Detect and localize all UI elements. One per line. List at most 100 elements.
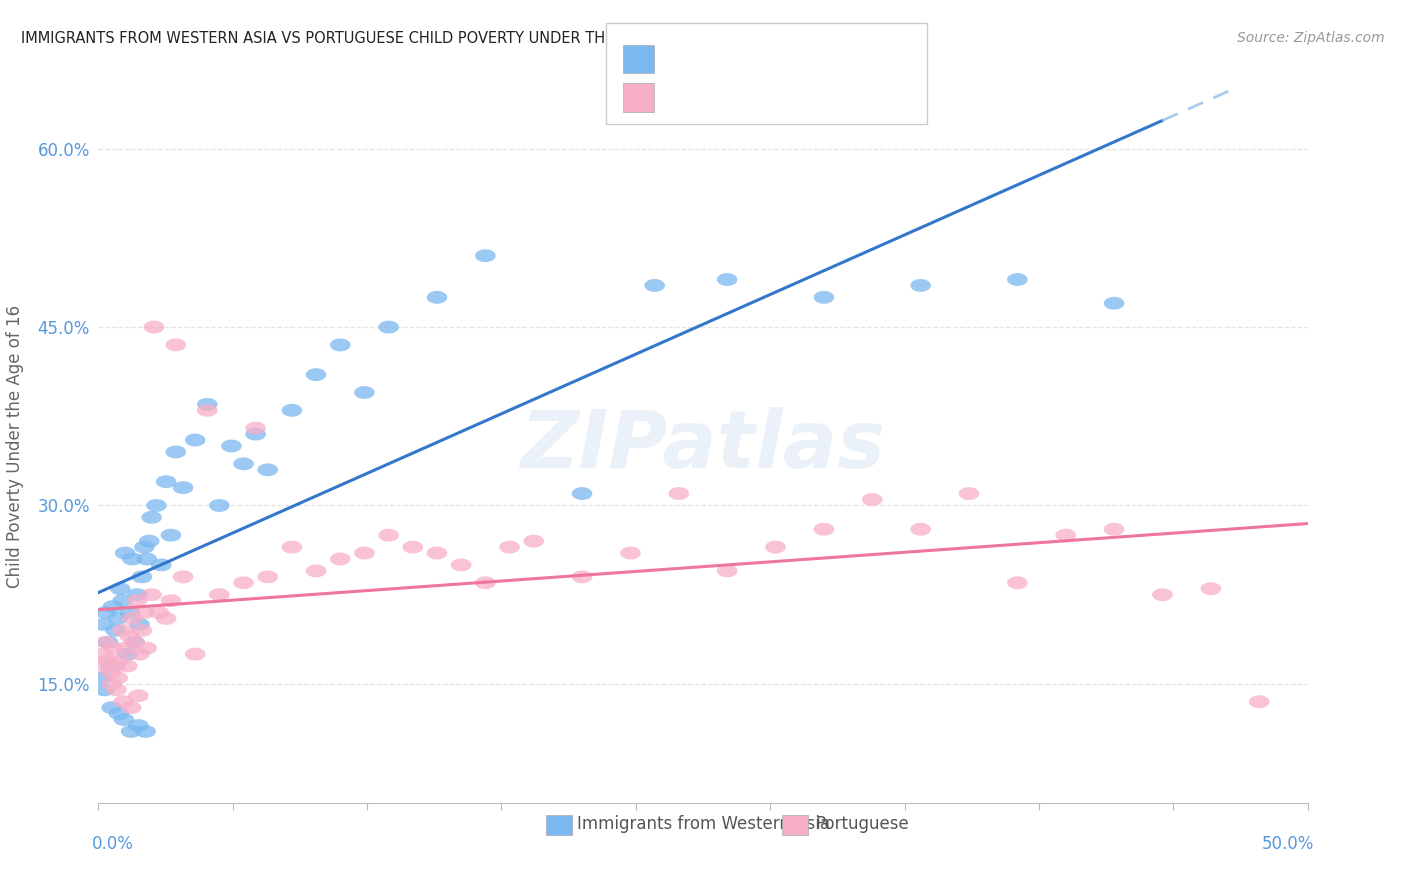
Point <box>97 635 120 649</box>
Point <box>107 611 129 625</box>
Point <box>131 624 153 638</box>
Point <box>127 593 149 607</box>
Point <box>105 682 128 697</box>
Point <box>91 647 114 661</box>
Point <box>165 445 187 459</box>
Point <box>127 588 149 602</box>
Point <box>402 540 425 554</box>
Point <box>1102 522 1125 536</box>
Point <box>134 606 156 620</box>
Point <box>860 492 883 507</box>
Point <box>145 499 167 513</box>
Point <box>138 534 160 549</box>
Point <box>329 338 352 352</box>
Point <box>128 617 150 632</box>
Point <box>155 475 177 489</box>
Point <box>172 481 194 495</box>
Point <box>957 486 980 500</box>
Point <box>135 724 157 739</box>
Point <box>474 575 496 590</box>
Point <box>1152 588 1174 602</box>
Point <box>100 659 122 673</box>
Point <box>426 290 449 304</box>
Point <box>124 635 146 649</box>
Point <box>208 588 231 602</box>
Point <box>108 706 131 721</box>
Point <box>221 439 243 453</box>
Point <box>101 599 124 614</box>
Point <box>112 695 135 709</box>
Point <box>305 368 328 382</box>
Point <box>100 700 122 714</box>
Point <box>377 320 399 334</box>
Point <box>208 499 231 513</box>
Point <box>474 249 496 263</box>
Point <box>117 647 139 661</box>
Point <box>117 659 139 673</box>
Text: Portuguese: Portuguese <box>815 815 910 833</box>
Point <box>135 552 157 566</box>
Point <box>128 647 150 661</box>
Point <box>245 421 267 435</box>
Point <box>141 588 163 602</box>
Point <box>120 724 142 739</box>
Point <box>1102 296 1125 310</box>
Point <box>118 629 141 643</box>
Point <box>160 593 183 607</box>
Point <box>256 570 278 584</box>
Point <box>107 671 129 685</box>
Text: N =: N = <box>769 43 808 61</box>
Point <box>112 713 135 727</box>
Point <box>910 522 932 536</box>
Text: N =: N = <box>769 80 808 98</box>
Point <box>143 320 166 334</box>
Point <box>165 338 187 352</box>
Point <box>108 582 131 596</box>
Point <box>108 653 131 667</box>
Point <box>353 385 375 400</box>
Point <box>245 427 267 442</box>
Point <box>148 606 170 620</box>
Point <box>141 510 163 524</box>
Point <box>329 552 352 566</box>
Point <box>111 593 134 607</box>
Point <box>121 611 143 625</box>
Point <box>910 278 932 293</box>
Point <box>155 611 177 625</box>
Text: 50.0%: 50.0% <box>1261 835 1313 853</box>
Point <box>1007 272 1029 286</box>
Point <box>353 546 375 560</box>
Point <box>765 540 787 554</box>
Text: Immigrants from Western Asia: Immigrants from Western Asia <box>578 815 831 833</box>
Point <box>150 558 173 572</box>
Point <box>97 653 120 667</box>
Text: R =: R = <box>662 80 702 98</box>
Point <box>131 570 153 584</box>
Point <box>93 659 115 673</box>
Point <box>124 635 146 649</box>
Point <box>377 528 399 542</box>
Point <box>184 433 207 447</box>
Point <box>94 606 117 620</box>
Text: 64: 64 <box>806 80 831 98</box>
Point <box>256 463 278 477</box>
Point <box>813 290 835 304</box>
Point <box>91 671 114 685</box>
Point <box>450 558 472 572</box>
Point <box>498 540 520 554</box>
Text: ZIPatlas: ZIPatlas <box>520 407 886 485</box>
Point <box>160 528 183 542</box>
Point <box>716 564 738 578</box>
Point <box>172 570 194 584</box>
Point <box>523 534 546 549</box>
Point <box>121 552 143 566</box>
Point <box>813 522 835 536</box>
Text: IMMIGRANTS FROM WESTERN ASIA VS PORTUGUESE CHILD POVERTY UNDER THE AGE OF 16 COR: IMMIGRANTS FROM WESTERN ASIA VS PORTUGUE… <box>21 31 859 46</box>
Point <box>571 486 593 500</box>
Point <box>232 575 254 590</box>
Point <box>104 624 127 638</box>
Text: Source: ZipAtlas.com: Source: ZipAtlas.com <box>1237 31 1385 45</box>
Point <box>111 624 134 638</box>
Point <box>195 397 218 411</box>
Point <box>426 546 449 560</box>
